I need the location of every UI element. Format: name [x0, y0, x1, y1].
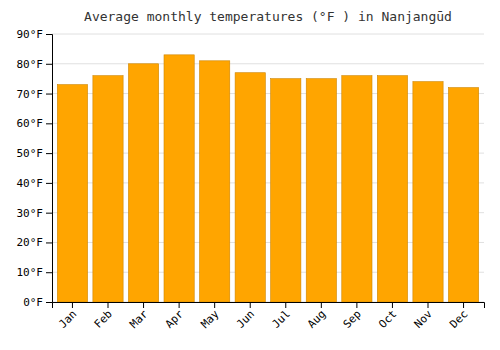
y-tick: 10°F: [17, 266, 53, 279]
tick-mark: [46, 94, 52, 95]
y-tick: 60°F: [17, 117, 53, 130]
tick-mark: [179, 302, 180, 308]
grid: [52, 34, 484, 302]
grid-line: [52, 63, 484, 64]
y-tick: 70°F: [17, 88, 53, 101]
x-tick: Aug: [305, 302, 328, 331]
bar: [164, 55, 194, 302]
y-tick: 30°F: [17, 207, 53, 220]
tick-label: Sep: [341, 308, 364, 331]
tick-mark: [46, 123, 52, 124]
axis-line: [53, 303, 485, 309]
bar: [306, 79, 336, 302]
y-tick: 20°F: [17, 236, 53, 249]
bar: [271, 79, 301, 302]
tick-label: 40°F: [17, 177, 44, 190]
bar: [128, 64, 158, 302]
y-tick: 90°F: [17, 28, 53, 41]
tick-mark: [285, 302, 286, 308]
bar: [342, 76, 372, 302]
tick-mark: [392, 302, 393, 308]
y-tick: 0°F: [23, 296, 52, 309]
bar: [93, 76, 123, 302]
tick-mark: [46, 242, 52, 243]
tick-label: Jun: [234, 308, 257, 331]
bar: [57, 85, 87, 302]
tick-label: Nov: [412, 307, 436, 331]
tick-label: Dec: [447, 308, 470, 331]
title: Average monthly temperatures (°F ) in Na…: [84, 9, 452, 24]
bar: [413, 82, 443, 302]
axis-line: [46, 35, 53, 303]
x-tick: Nov: [412, 302, 436, 331]
tick-label: Mar: [127, 307, 151, 331]
x-tick: Feb: [92, 302, 115, 331]
tick-label: Aug: [305, 308, 328, 331]
bar: [200, 61, 230, 302]
tick-mark: [250, 302, 251, 308]
tick-mark: [143, 302, 144, 308]
tick-mark: [46, 153, 52, 154]
y-tick: 40°F: [17, 177, 53, 190]
tick-mark: [46, 302, 52, 303]
tick-label: Jul: [269, 308, 292, 331]
x-tick: Jun: [234, 302, 257, 331]
tick-label: 10°F: [17, 266, 44, 279]
x-tick: Jul: [269, 302, 292, 331]
tick-label: 80°F: [17, 58, 44, 71]
tick-mark: [46, 34, 52, 35]
grid-line: [52, 34, 484, 35]
tick-label: Oct: [376, 308, 399, 331]
tick-mark: [46, 64, 52, 65]
tick-label: Jan: [56, 308, 79, 331]
tick-mark: [72, 302, 73, 308]
x-tick: Dec: [447, 302, 470, 331]
y-tick: 50°F: [17, 147, 53, 160]
tick-label: 60°F: [17, 117, 44, 130]
chart: 0°F 10°F 20°F 30°F 40°F 50°F 60°F 70°F 80°F 90°F J…: [0, 0, 500, 350]
x-tick: Jan: [56, 302, 79, 331]
tick-label: 50°F: [17, 147, 44, 160]
tick-mark: [214, 302, 215, 308]
tick-label: 20°F: [17, 236, 44, 249]
tick-mark: [463, 302, 464, 308]
x-tick: Mar: [127, 302, 151, 331]
bars: [57, 55, 478, 302]
y-tick: 80°F: [17, 58, 53, 71]
tick-mark: [356, 302, 357, 308]
x-axis: Jan Feb Mar Apr May Jun Jul Aug Sep Oct Nov Dec: [53, 302, 485, 331]
y-axis: 0°F 10°F 20°F 30°F 40°F 50°F 60°F 70°F 80°F 90°F: [17, 28, 53, 309]
tick-label: 90°F: [17, 28, 44, 41]
bar: [448, 88, 478, 302]
x-tick: May: [198, 302, 222, 331]
tick-label: May: [198, 307, 222, 331]
tick-mark: [46, 272, 52, 273]
x-tick: Oct: [376, 302, 399, 331]
tick-mark: [46, 213, 52, 214]
tick-label: Apr: [163, 307, 187, 331]
bar: [235, 73, 265, 302]
bar: [377, 76, 407, 302]
tick-mark: [428, 302, 429, 308]
tick-mark: [321, 302, 322, 308]
tick-mark: [108, 302, 109, 308]
x-tick: Apr: [163, 302, 187, 331]
tick-mark: [46, 183, 52, 184]
x-tick: Sep: [341, 302, 364, 331]
tick-label: 70°F: [17, 88, 44, 101]
tick-label: Feb: [92, 308, 115, 331]
tick-label: 0°F: [23, 296, 43, 309]
tick-label: 30°F: [17, 207, 44, 220]
